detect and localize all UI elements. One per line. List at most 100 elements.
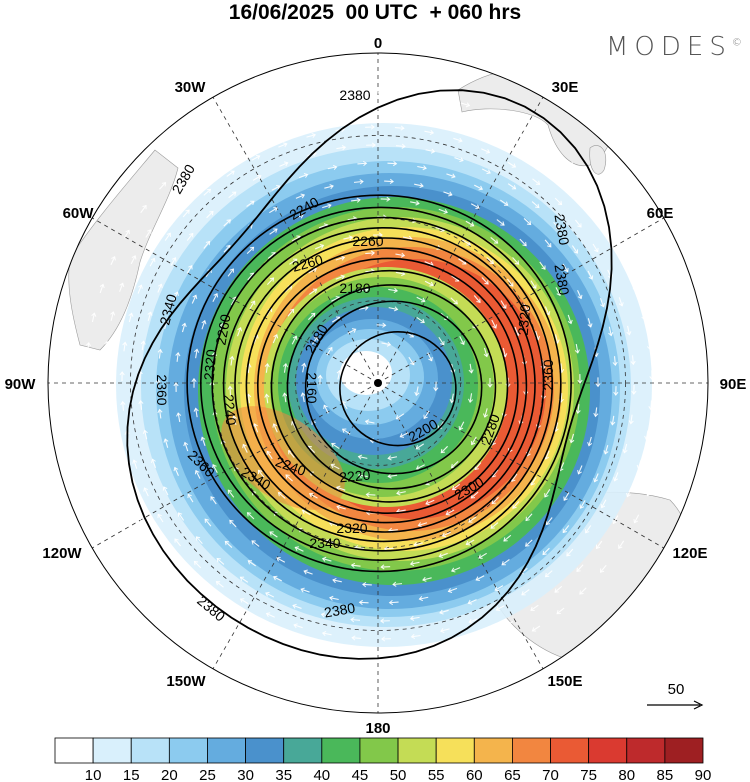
wind-arrow	[292, 603, 302, 609]
wind-arrow	[409, 561, 420, 567]
wind-arrow	[576, 564, 584, 573]
wind-arrow	[282, 392, 288, 403]
wind-arrow	[531, 201, 540, 209]
wind-arrow	[335, 485, 346, 491]
longitude-label: 90W	[5, 376, 37, 393]
wind-arrow	[414, 182, 424, 189]
wind-arrow	[530, 604, 539, 611]
wind-arrow	[507, 183, 517, 190]
wind-arrow	[365, 492, 376, 498]
wind-arrow	[450, 567, 461, 573]
wind-arrow	[418, 596, 429, 602]
wind-arrow	[659, 309, 665, 320]
wind-arrow	[443, 191, 453, 197]
wind-arrow	[210, 496, 217, 505]
wind-arrow	[402, 108, 413, 114]
wind-arrow	[171, 589, 180, 597]
wind-arrow	[285, 474, 293, 482]
wind-arrow	[226, 170, 235, 177]
wind-arrow	[187, 493, 194, 503]
wind-arrow	[123, 229, 130, 239]
wind-arrow	[176, 412, 182, 423]
colorbar-swatch	[54, 737, 94, 764]
wind-arrow	[159, 181, 167, 190]
wind-arrow	[137, 284, 143, 294]
longitude-label: 120E	[672, 545, 707, 562]
wind-arrow	[495, 605, 505, 612]
wind-arrow	[343, 235, 354, 241]
colorbar: 10 15 20 25 30 35 40 45 50 55 60 65 70 75 80 85 90	[54, 737, 711, 782]
colorbar-swatch	[321, 737, 361, 764]
svg-text:2380: 2380	[551, 263, 572, 297]
wind-arrow	[468, 618, 478, 624]
wind-arrow	[203, 188, 212, 196]
contour-label: 2320	[515, 303, 534, 336]
wind-arrow	[295, 193, 306, 199]
wind-arrow	[194, 348, 200, 359]
colorbar-tick-label: 75	[580, 767, 597, 782]
wind-arrow	[215, 581, 224, 588]
wind-arrow	[147, 311, 153, 321]
meridian-line	[92, 382, 379, 549]
wind-arrow	[246, 246, 255, 254]
contour-label: 2340	[309, 535, 340, 551]
wind-arrow	[294, 546, 304, 552]
wind-arrow	[523, 303, 530, 313]
svg-text:2320: 2320	[515, 303, 534, 336]
map-title: 16/06/2025 00 UTC + 060 hrs	[228, 1, 522, 24]
wind-arrow	[331, 442, 340, 450]
wind-arrow	[465, 220, 475, 227]
land-madagascar	[589, 145, 607, 175]
longitude-label: 150W	[166, 673, 206, 690]
wind-arrow	[113, 460, 119, 470]
contour-label: 2320	[336, 520, 367, 536]
colorbar-tick-label: 45	[352, 767, 369, 782]
colorbar-swatch	[473, 737, 513, 764]
wind-arrow	[237, 326, 243, 337]
wind-arrow	[467, 393, 474, 404]
wind-arrow	[630, 355, 636, 366]
wind-arrow	[162, 205, 170, 214]
wind-arrow	[587, 270, 594, 280]
wind-arrow	[194, 469, 201, 479]
wind-arrow	[231, 415, 237, 425]
wind-arrow	[649, 370, 655, 381]
wind-arrow	[95, 461, 101, 471]
wind-arrow	[481, 277, 489, 285]
wind-arrow	[392, 581, 403, 587]
wind-arrow	[530, 280, 537, 289]
wind-arrow	[562, 263, 569, 273]
wind-arrow	[157, 408, 163, 419]
colorbar-swatch	[512, 737, 551, 764]
wind-arrow	[431, 94, 442, 100]
wind-arrow	[530, 477, 537, 486]
wind-arrow	[269, 207, 278, 214]
svg-text:2380: 2380	[323, 599, 357, 620]
colorbar-swatch	[435, 737, 475, 764]
wind-arrow	[182, 183, 191, 191]
wind-scale-label: 50	[668, 681, 685, 698]
wind-arrow	[585, 525, 592, 534]
wind-arrow	[666, 399, 672, 410]
wind-arrow	[503, 534, 512, 542]
wind-arrow	[223, 219, 231, 227]
wind-arrow	[624, 227, 631, 236]
wind-arrow	[366, 142, 376, 148]
wind-arrow	[490, 522, 499, 529]
wind-arrow	[577, 290, 583, 300]
longitude-label: 150E	[547, 673, 582, 690]
wind-arrow	[186, 265, 193, 274]
wind-arrow	[373, 232, 383, 238]
wind-arrow	[416, 296, 426, 303]
wind-arrow	[425, 148, 436, 154]
wind-arrow	[157, 348, 163, 359]
wind-arrow	[541, 163, 551, 170]
wind-arrow	[357, 454, 368, 460]
wind-arrow	[438, 208, 449, 214]
wind-reference-arrow-icon	[647, 700, 704, 710]
wind-arrow	[541, 140, 551, 148]
contour-label: 2260	[290, 251, 324, 275]
wind-arrow	[228, 126, 238, 133]
wind-arrow	[571, 245, 579, 254]
wind-arrow	[243, 621, 253, 627]
